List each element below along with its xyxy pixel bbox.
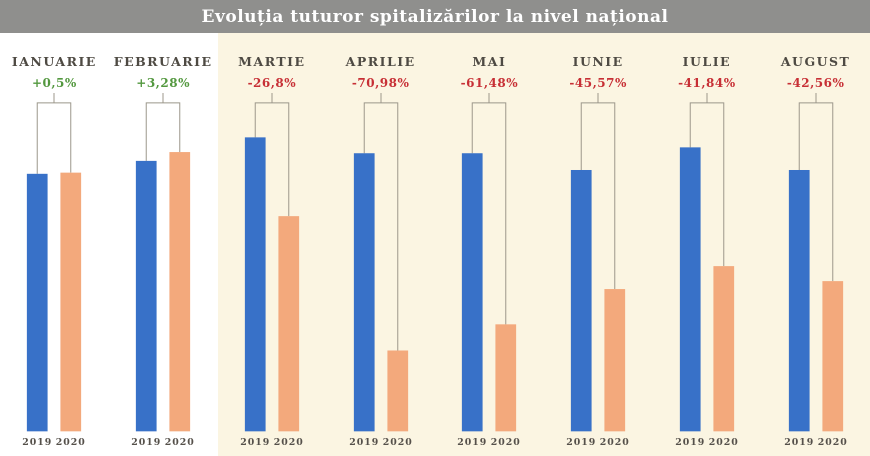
bars-svg: 2019 2020 [566,92,630,448]
month-label: IUNIE [572,54,624,69]
title-banner: Evoluția tuturor spitalizărilor la nivel… [0,0,870,33]
month-label: APRILIE [345,54,416,69]
month-column-martie: MARTIE -26,8% 2019 2020 [217,33,327,456]
bar-2020 [604,289,626,432]
year-label-2020: 2020 [56,437,86,448]
year-label-2020: 2020 [274,437,304,448]
bar-2020 [169,152,191,432]
year-label-2020: 2020 [165,437,195,448]
year-label-2019: 2019 [566,437,596,448]
year-label-2020: 2020 [491,437,521,448]
bar-2020 [387,350,408,432]
bar-2019 [135,160,157,432]
bar-2020 [60,172,82,432]
month-label: MAI [472,54,507,69]
year-label-2020: 2020 [600,437,630,448]
year-label-2019: 2019 [240,437,270,448]
bar-2019 [462,153,483,432]
year-label-2019: 2019 [131,437,161,448]
year-label-2019: 2019 [349,437,379,448]
change-label: -70,98% [351,76,410,90]
year-label-2020: 2020 [817,437,847,448]
bar-2020 [278,216,300,432]
month-label: MARTIE [238,54,306,69]
change-label: +0,5% [31,76,77,90]
bar-2019 [353,153,375,432]
year-label-2019: 2019 [784,437,814,448]
month-label: FEBRUARIE [113,54,213,69]
bar-2019 [27,173,48,432]
bar-2019 [244,137,266,432]
month-column-iulie: IULIE -41,84% 2019 2020 [652,33,762,456]
month-label: IANUARIE [11,54,97,69]
bar-2020 [713,266,735,432]
bar-2020 [495,324,517,432]
month-column-ianuarie: IANUARIE +0,5% 2019 2020 [0,33,109,456]
month-column-aprilie: APRILIE -70,98% 2019 2020 [326,33,435,456]
year-label-2020: 2020 [382,437,412,448]
change-label: -42,56% [786,76,845,90]
bar-2019 [788,169,810,432]
bars-svg: 2019 2020 [458,92,521,448]
bars-svg: 2019 2020 [131,92,195,448]
bars-svg: 2019 2020 [23,92,86,448]
bars-svg: 2019 2020 [675,92,739,448]
bars-svg: 2019 2020 [784,92,847,448]
chart-title: Evoluția tuturor spitalizărilor la nivel… [201,6,669,27]
bar-2019 [570,169,592,432]
bars-svg: 2019 2020 [240,92,304,448]
year-label-2019: 2019 [458,437,488,448]
change-label: -45,57% [569,76,627,90]
month-column-iunie: IUNIE -45,57% 2019 2020 [543,33,653,456]
year-label-2019: 2019 [23,437,53,448]
change-label: -26,8% [247,76,297,90]
chart-area: IANUARIE +0,5% 2019 2020 FEBRUARIE +3,28% 2019… [0,33,870,456]
month-label: IULIE [682,54,732,69]
change-label: -41,84% [678,76,736,90]
month-label: AUGUST [780,54,851,69]
change-label: -61,48% [460,76,519,90]
month-column-februarie: FEBRUARIE +3,28% 2019 2020 [108,33,218,456]
bars-svg: 2019 2020 [349,92,412,448]
year-label-2020: 2020 [709,437,739,448]
bar-2019 [679,147,701,432]
year-label-2019: 2019 [675,437,705,448]
bracket-line [37,102,72,174]
month-column-august: AUGUST -42,56% 2019 2020 [761,33,870,456]
month-column-mai: MAI -61,48% 2019 2020 [435,33,544,456]
change-label: +3,28% [136,76,190,90]
bar-2020 [822,281,843,432]
